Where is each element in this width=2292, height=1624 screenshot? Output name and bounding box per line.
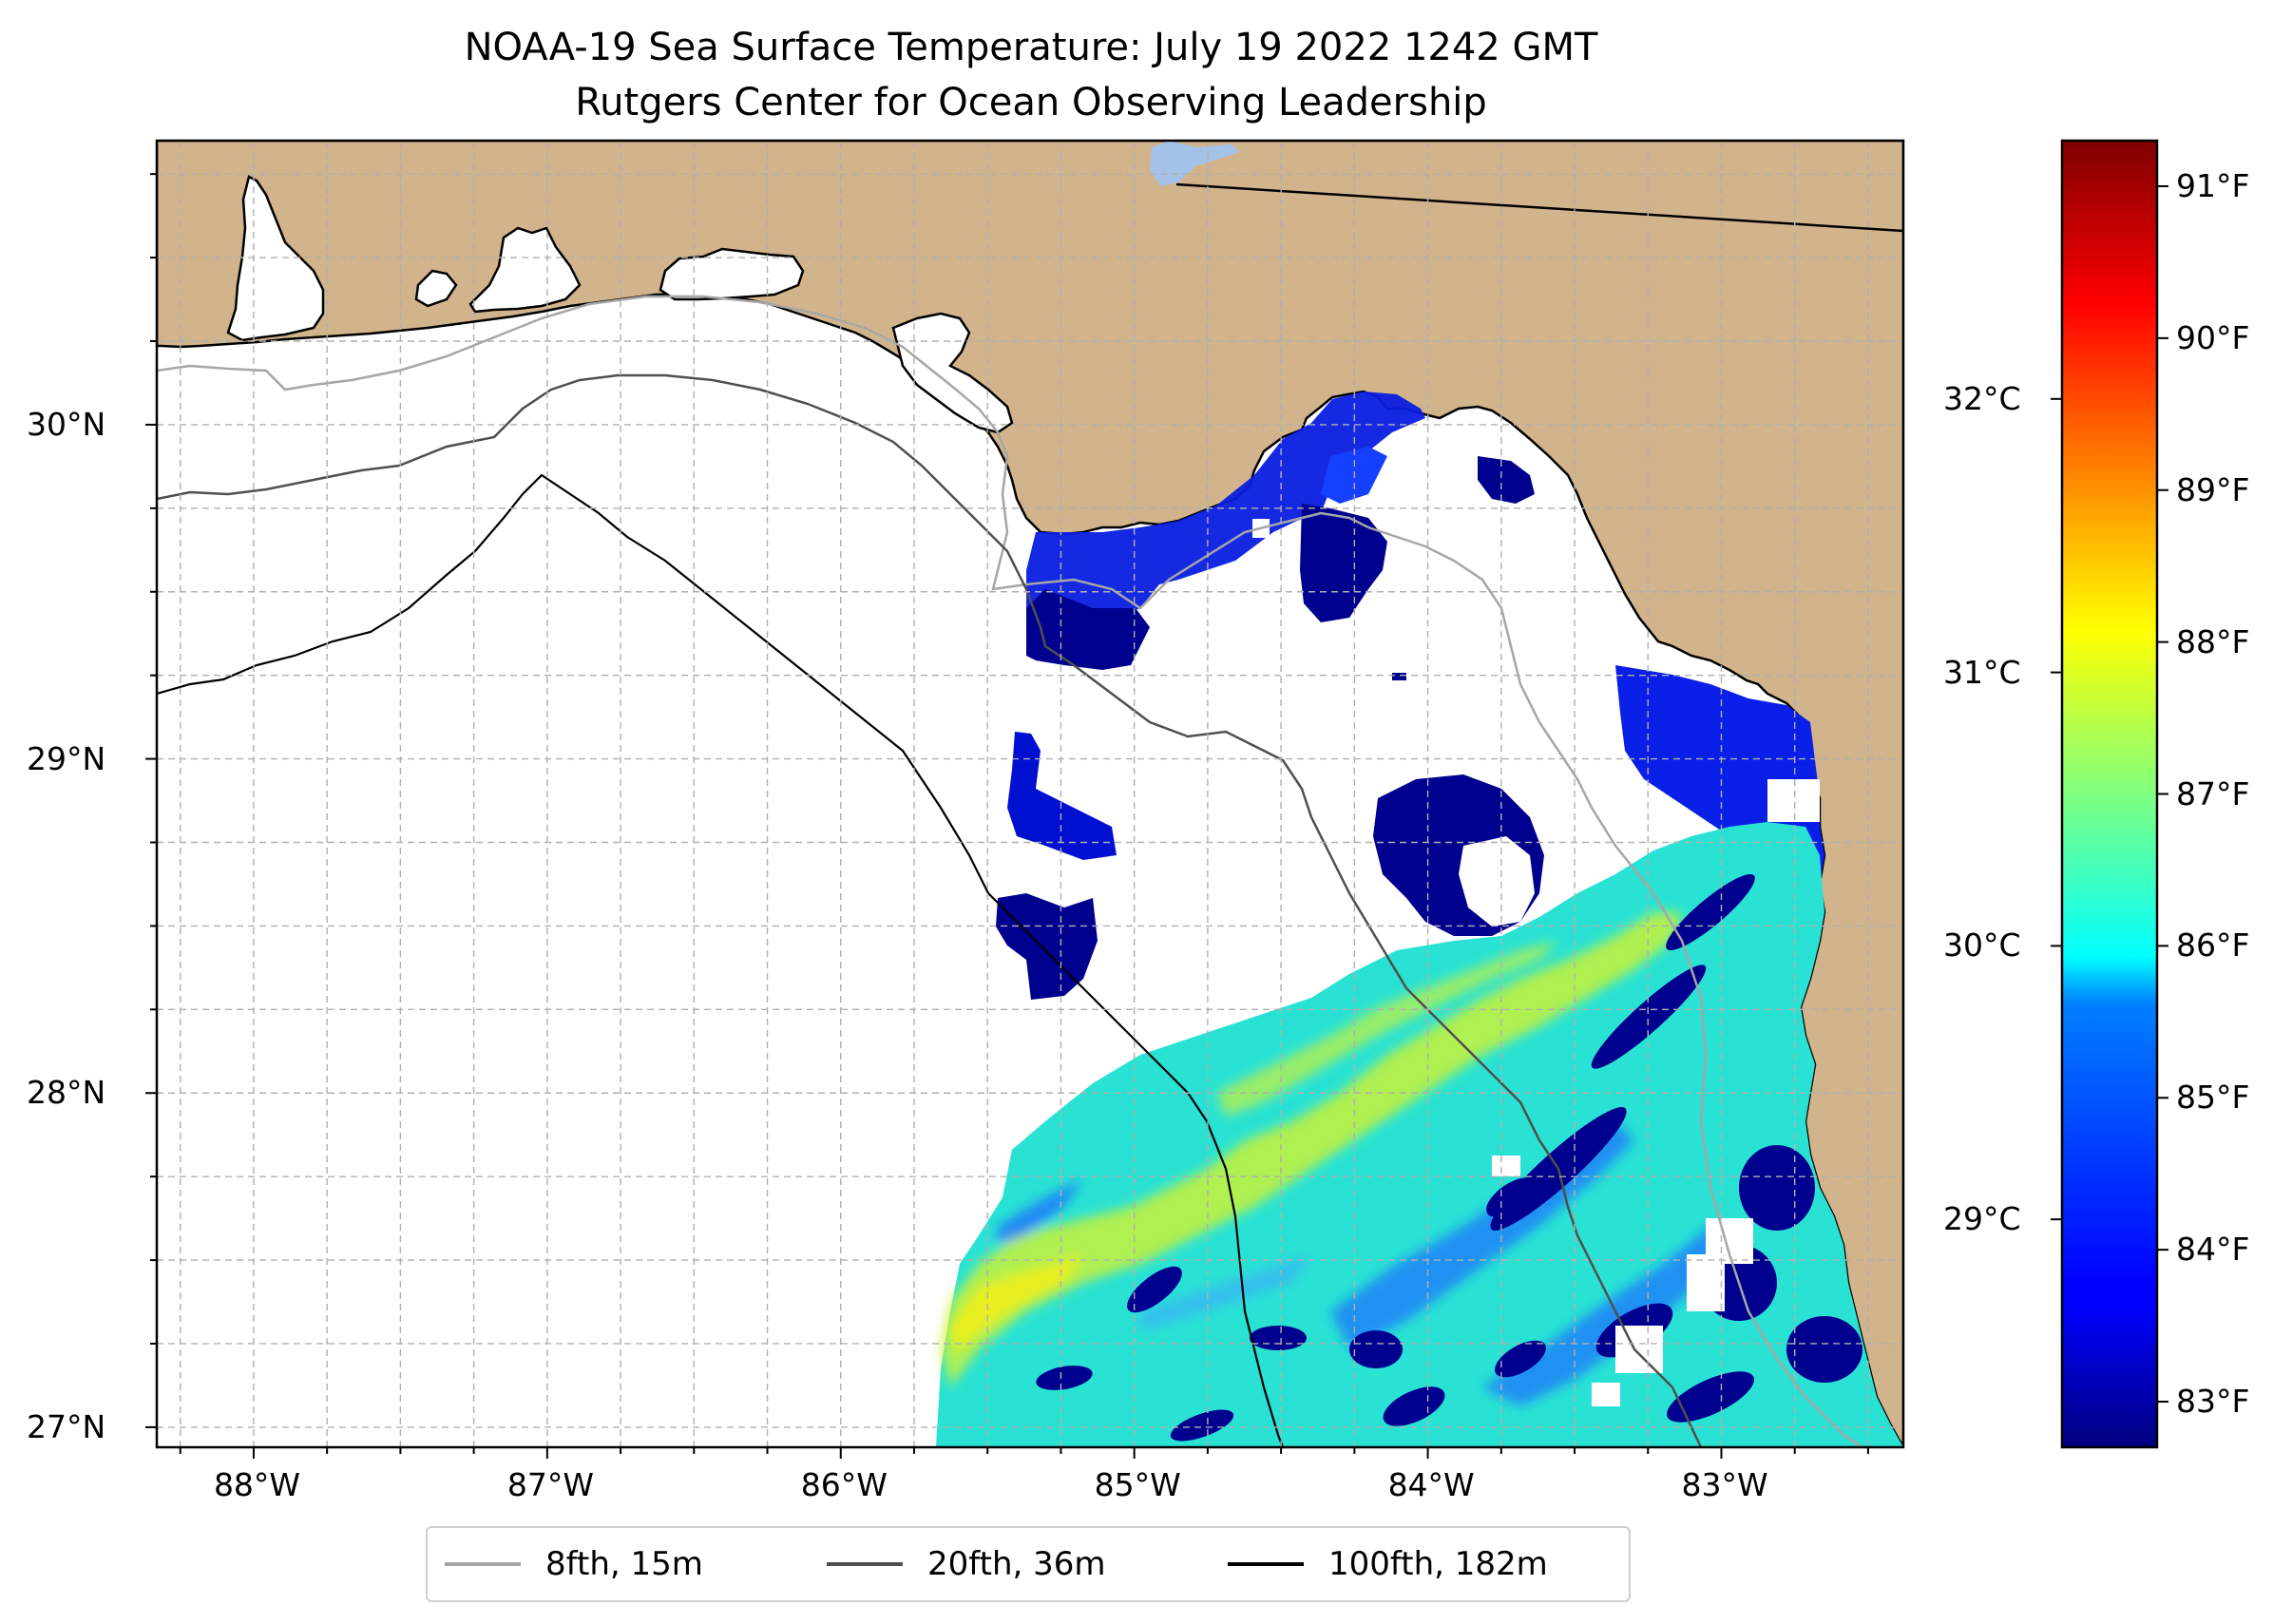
colorbar-f-label: 85°F bbox=[2176, 1079, 2250, 1117]
legend-label-100fth: 100fth, 182m bbox=[1328, 1545, 1548, 1583]
isobath-20fth bbox=[157, 373, 1703, 1447]
lon-tick-label: 88°W bbox=[213, 1466, 301, 1503]
colorbar-f-label: 84°F bbox=[2176, 1231, 2250, 1269]
choctawhatchee-bay bbox=[468, 226, 582, 314]
legend-label-8fth: 8fth, 15m bbox=[545, 1545, 703, 1583]
isobath-8fth bbox=[157, 295, 1863, 1447]
isobath-100fth bbox=[157, 473, 1285, 1447]
lat-tick-label: 28°N bbox=[27, 1074, 106, 1112]
figure-title: NOAA-19 Sea Surface Temperature: July 19… bbox=[464, 26, 1598, 69]
legend-item-8fth: 8fth, 15m bbox=[445, 1528, 703, 1600]
map-frame bbox=[155, 139, 1905, 1449]
sst-data-layer bbox=[936, 392, 1903, 1447]
legend-swatch-8fth bbox=[445, 1562, 521, 1566]
legend-swatch-20fth bbox=[827, 1562, 903, 1566]
colorbar bbox=[2060, 139, 2159, 1449]
colorbar-f-label: 89°F bbox=[2176, 470, 2250, 508]
lat-tick-label: 30°N bbox=[27, 405, 106, 443]
lat-tick-label: 29°N bbox=[27, 739, 106, 777]
legend-swatch-100fth bbox=[1228, 1562, 1304, 1566]
isobath-legend: 8fth, 15m 20fth, 36m 100fth, 182m bbox=[426, 1526, 1631, 1602]
legend-item-20fth: 20fth, 36m bbox=[827, 1528, 1106, 1600]
colorbar-f-label: 86°F bbox=[2176, 927, 2250, 965]
lat-tick-label: 27°N bbox=[27, 1407, 106, 1445]
legend-item-100fth: 100fth, 182m bbox=[1228, 1528, 1548, 1600]
lon-tick-label: 85°W bbox=[1094, 1466, 1181, 1503]
apalachicola-bay bbox=[891, 312, 1014, 434]
legend-label-20fth: 20fth, 36m bbox=[927, 1545, 1106, 1583]
colorbar-c-label: 31°C bbox=[1943, 653, 2021, 691]
lon-tick-label: 86°W bbox=[800, 1466, 888, 1503]
colorbar-f-label: 90°F bbox=[2176, 318, 2250, 356]
colorbar-c-label: 29°C bbox=[1943, 1200, 2021, 1238]
axis-ticks bbox=[145, 173, 1869, 1459]
colorbar-f-label: 83°F bbox=[2176, 1383, 2250, 1421]
colorbar-ticks bbox=[2051, 184, 2168, 1404]
colorbar-f-label: 88°F bbox=[2176, 622, 2250, 660]
lon-tick-label: 84°W bbox=[1387, 1466, 1475, 1503]
colorbar-f-label: 91°F bbox=[2176, 166, 2250, 204]
figure-subtitle: Rutgers Center for Ocean Observing Leade… bbox=[575, 81, 1487, 124]
lon-tick-label: 83°W bbox=[1681, 1466, 1768, 1503]
mobile-bay bbox=[226, 175, 325, 342]
map-gridlines bbox=[157, 141, 1903, 1447]
pensacola-bay bbox=[414, 269, 458, 308]
colorbar-c-label: 30°C bbox=[1943, 927, 2021, 965]
state-border bbox=[1175, 182, 1903, 233]
st-andrew-bay bbox=[659, 247, 805, 301]
colorbar-c-label: 32°C bbox=[1943, 379, 2021, 417]
colorbar-f-label: 87°F bbox=[2176, 774, 2250, 812]
map-area bbox=[157, 141, 1903, 1447]
lon-tick-label: 87°W bbox=[506, 1466, 594, 1503]
lake bbox=[1150, 141, 1240, 186]
